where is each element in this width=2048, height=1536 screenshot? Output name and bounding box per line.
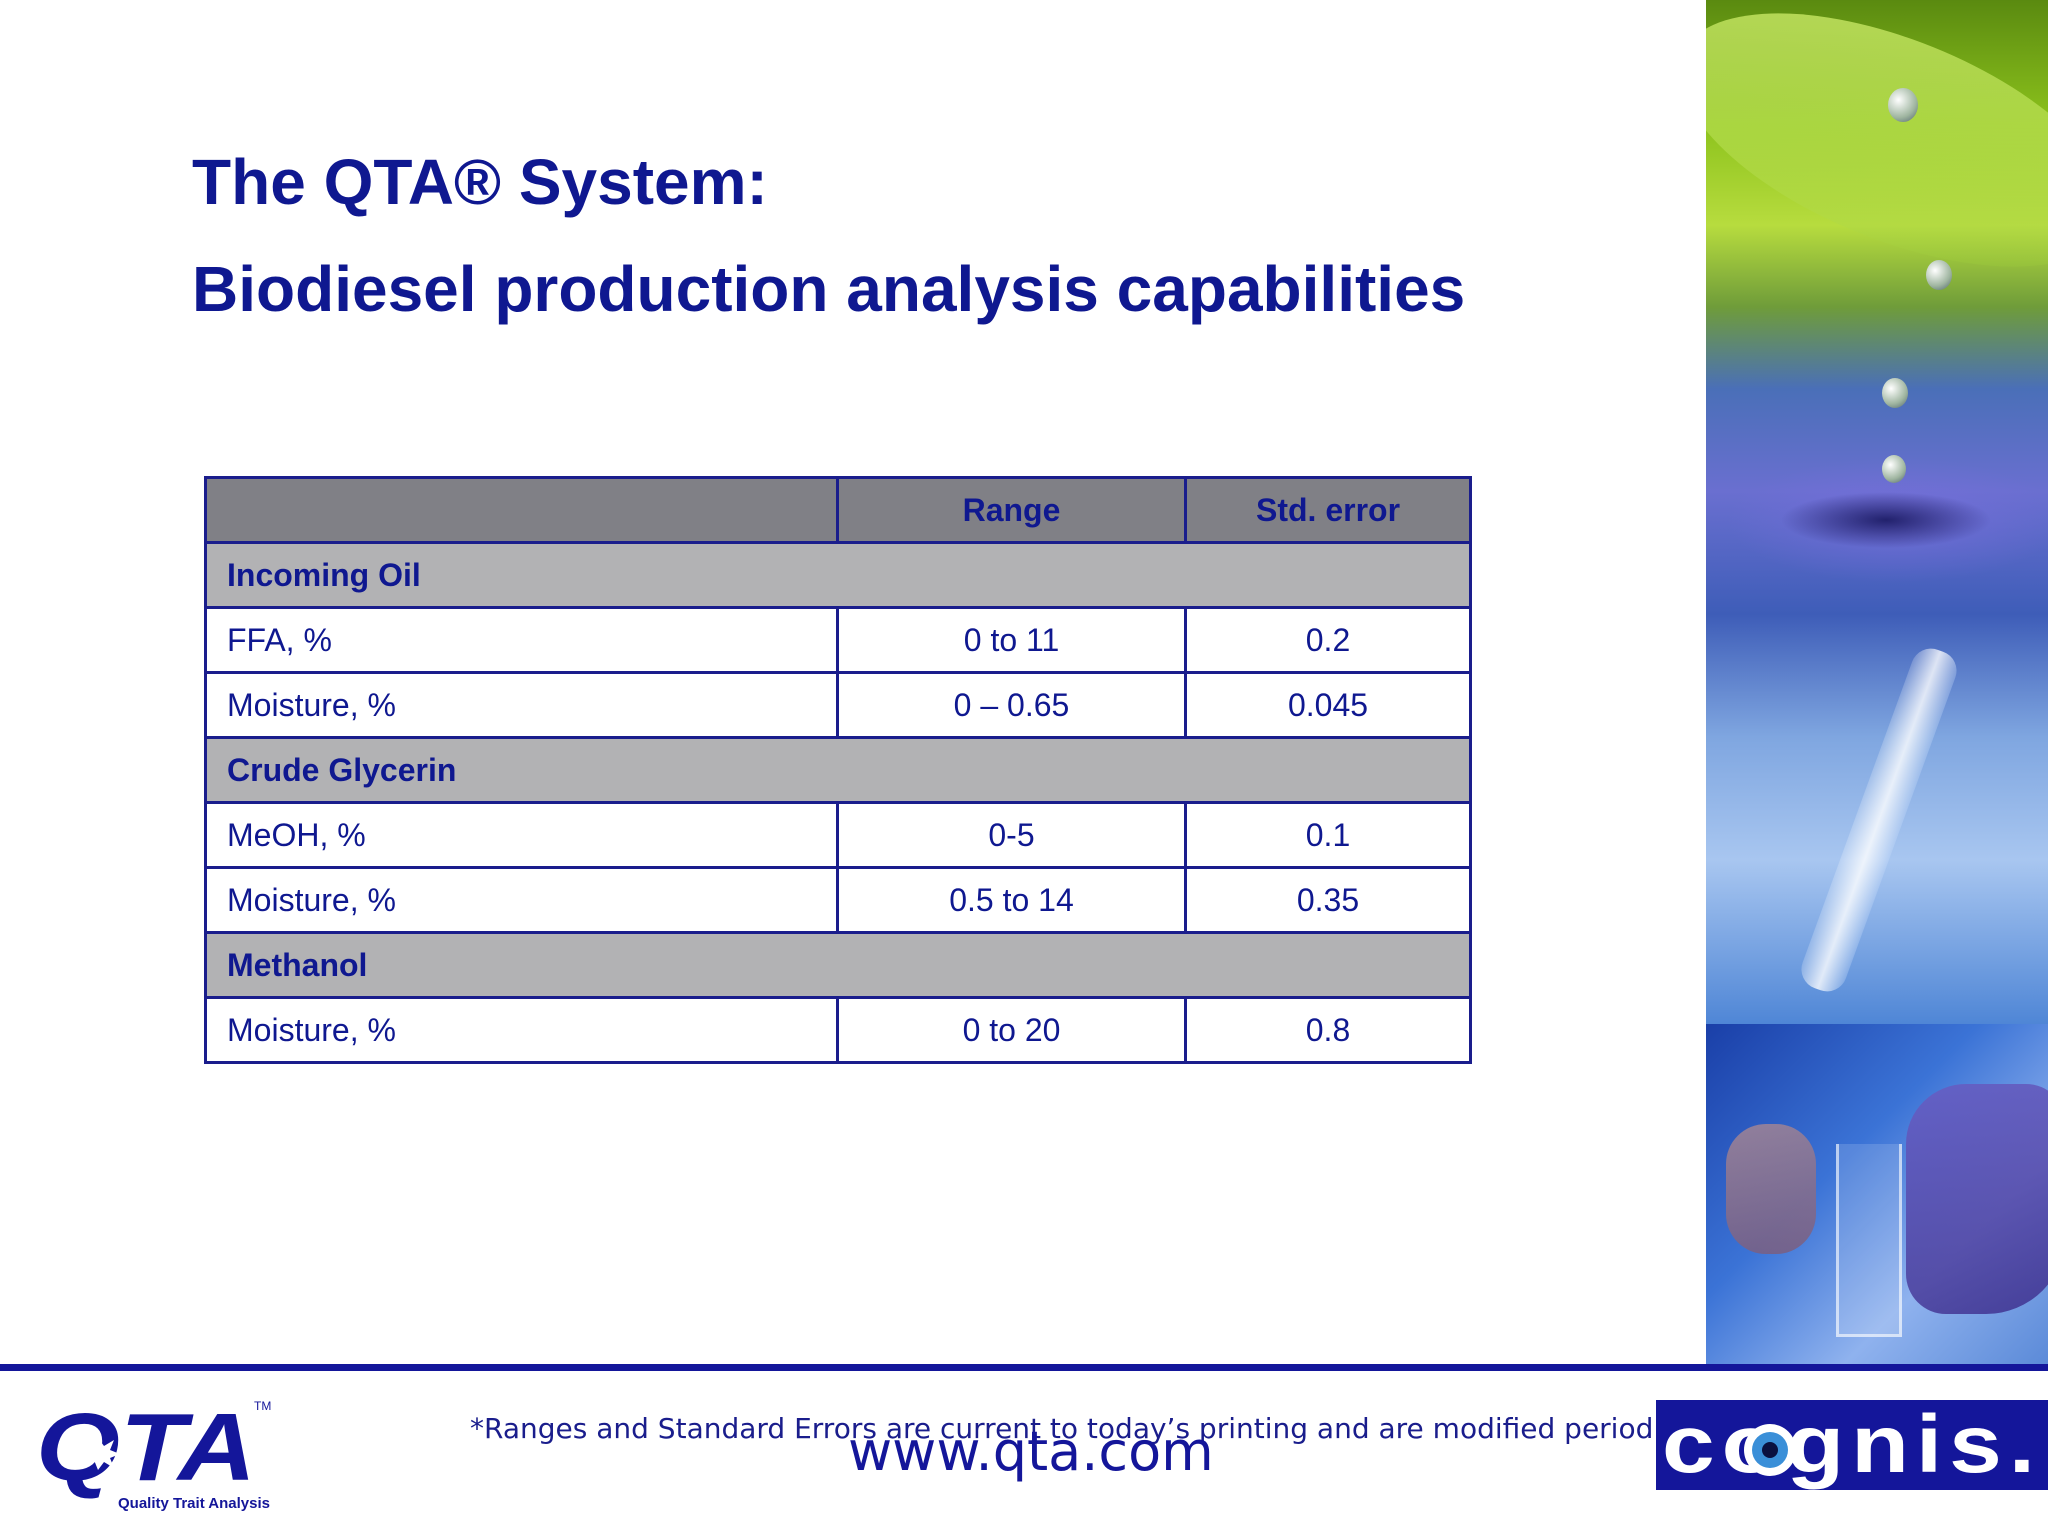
table-row: Moisture, % 0.5 to 14 0.35 — [204, 866, 1472, 934]
water-droplet — [1882, 378, 1908, 408]
qta-logo: QTA TM Quality Trait Analysis — [36, 1396, 271, 1512]
section-label: Methanol — [204, 931, 1186, 999]
table-header-std-error: Std. error — [1184, 476, 1472, 544]
lab-hands-photo — [1706, 1024, 2048, 1365]
capabilities-table: Range Std. error Incoming Oil FFA, % 0 t… — [204, 476, 1472, 1064]
test-tube — [1795, 642, 1963, 998]
table-header-range: Range — [836, 476, 1187, 544]
water-droplet — [1882, 455, 1906, 483]
slide-title-line-1: The QTA® System: — [192, 146, 768, 218]
table-section-row: Crude Glycerin — [204, 736, 1472, 804]
table-row: Moisture, % 0 – 0.65 0.045 — [204, 671, 1472, 739]
glass-shape — [1836, 1144, 1902, 1337]
photo-collage — [1706, 0, 2048, 1365]
table-row: MeOH, % 0-5 0.1 — [204, 801, 1472, 869]
footnote: *Ranges and Standard Errors are current … — [470, 1412, 1731, 1445]
section-empty-cell — [1185, 541, 1472, 609]
row-std-error: 0.8 — [1184, 996, 1472, 1064]
row-label: Moisture, % — [204, 866, 839, 934]
row-std-error: 0.2 — [1184, 606, 1472, 674]
row-range: 0.5 to 14 — [836, 866, 1187, 934]
table-section-row: Incoming Oil — [204, 541, 1472, 609]
qta-logo-text: QTA — [36, 1396, 256, 1501]
cognis-logo-text: cognis. — [1662, 1400, 2042, 1490]
table-row: Moisture, % 0 to 20 0.8 — [204, 996, 1472, 1064]
section-empty-cell — [1185, 931, 1472, 999]
row-range: 0-5 — [836, 801, 1187, 869]
table-header-empty — [204, 476, 839, 544]
qta-logo-tm: TM — [254, 1399, 271, 1413]
footer-divider — [0, 1364, 2048, 1371]
section-label: Crude Glycerin — [204, 736, 1186, 804]
row-std-error: 0.35 — [1184, 866, 1472, 934]
website-url[interactable]: www.qta.com — [848, 1420, 1214, 1483]
water-droplet — [1888, 88, 1918, 122]
row-range: 0 to 11 — [836, 606, 1187, 674]
cognis-logo: cognis. — [1656, 1400, 2048, 1490]
table-header-row: Range Std. error — [204, 476, 1472, 544]
row-label: Moisture, % — [204, 996, 839, 1064]
section-label: Incoming Oil — [204, 541, 1186, 609]
leaf-shape — [1706, 0, 2048, 319]
table-row: FFA, % 0 to 11 0.2 — [204, 606, 1472, 674]
section-empty-cell — [1185, 736, 1472, 804]
slide-title-line-2: Biodiesel production analysis capabiliti… — [192, 253, 1466, 325]
hand-shape — [1906, 1084, 2048, 1314]
hand-shape — [1726, 1124, 1816, 1254]
row-label: Moisture, % — [204, 671, 839, 739]
row-std-error: 0.1 — [1184, 801, 1472, 869]
row-label: MeOH, % — [204, 801, 839, 869]
row-label: FFA, % — [204, 606, 839, 674]
table-section-row: Methanol — [204, 931, 1472, 999]
starburst-icon — [82, 1438, 120, 1470]
row-range: 0 to 20 — [836, 996, 1187, 1064]
row-range: 0 – 0.65 — [836, 671, 1187, 739]
qta-logo-tagline: Quality Trait Analysis — [118, 1495, 270, 1512]
water-drop-photo — [1706, 0, 2048, 1024]
water-droplet — [1926, 260, 1952, 290]
row-std-error: 0.045 — [1184, 671, 1472, 739]
